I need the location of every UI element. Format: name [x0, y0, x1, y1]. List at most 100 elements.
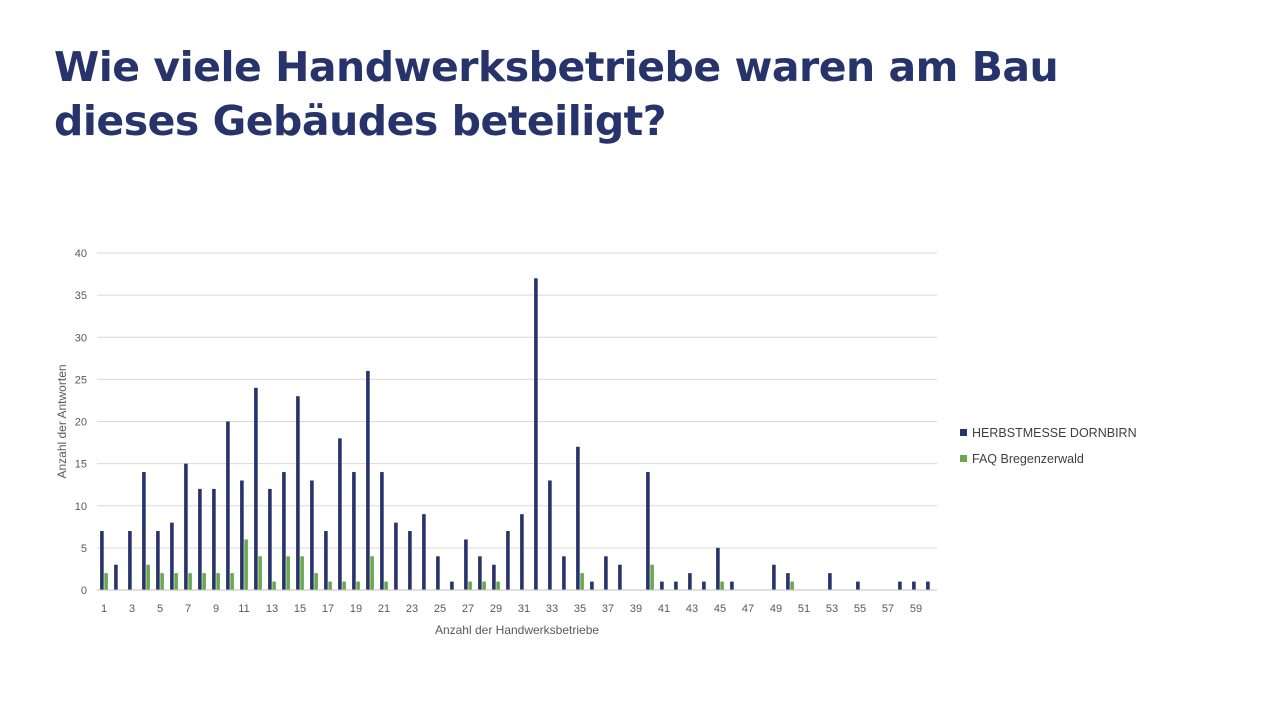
bar-herbstmesse	[114, 564, 118, 590]
bar-herbstmesse	[926, 581, 930, 590]
bar-herbstmesse	[128, 531, 132, 590]
bar-herbstmesse	[198, 488, 202, 590]
slide-title: Wie viele Handwerksbetriebe waren am Bau…	[54, 43, 1059, 145]
bar-herbstmesse	[156, 531, 160, 590]
x-tick-label: 19	[350, 603, 362, 615]
bar-herbstmesse	[828, 573, 832, 590]
bar-herbstmesse	[408, 531, 412, 590]
bar-herbstmesse	[660, 581, 664, 590]
bar-herbstmesse	[212, 488, 216, 590]
x-tick-label: 17	[322, 603, 334, 615]
legend-swatch	[960, 455, 967, 462]
bar-faq	[272, 581, 276, 590]
bar-faq	[258, 556, 262, 590]
bar-herbstmesse	[618, 564, 622, 590]
bar-faq	[160, 573, 164, 590]
bar-herbstmesse	[702, 581, 706, 590]
bar-herbstmesse	[324, 531, 328, 590]
bar-faq	[286, 556, 290, 590]
bar-herbstmesse	[492, 564, 496, 590]
x-tick-label: 45	[714, 603, 726, 615]
bar-herbstmesse	[730, 581, 734, 590]
bar-herbstmesse	[380, 472, 384, 590]
bar-faq	[314, 573, 318, 590]
bar-herbstmesse	[240, 480, 244, 590]
bar-faq	[342, 581, 346, 590]
bar-herbstmesse	[506, 531, 510, 590]
bar-herbstmesse	[772, 564, 776, 590]
x-tick-label: 29	[490, 603, 502, 615]
bar-herbstmesse	[576, 446, 580, 590]
bar-herbstmesse	[310, 480, 314, 590]
bar-herbstmesse	[338, 438, 342, 590]
bar-herbstmesse	[520, 514, 524, 590]
bar-herbstmesse	[786, 573, 790, 590]
y-tick-label: 40	[75, 248, 87, 260]
bar-faq	[356, 581, 360, 590]
x-tick-label: 3	[129, 603, 135, 615]
bar-herbstmesse	[366, 370, 370, 590]
x-tick-label: 51	[798, 603, 810, 615]
bar-herbstmesse	[590, 581, 594, 590]
x-tick-label: 11	[238, 603, 249, 615]
bar-faq	[328, 581, 332, 590]
bar-herbstmesse	[856, 581, 860, 590]
x-tick-label: 53	[826, 603, 838, 615]
x-tick-label: 21	[378, 603, 390, 615]
bar-faq	[174, 573, 178, 590]
bar-herbstmesse	[548, 480, 552, 590]
bar-faq	[384, 581, 388, 590]
y-tick-label: 0	[81, 585, 87, 597]
bar-herbstmesse	[282, 472, 286, 590]
bar-herbstmesse	[422, 514, 426, 590]
legend: HERBSTMESSE DORNBIRN FAQ Bregenzerwald	[960, 426, 1137, 466]
x-tick-label: 13	[266, 603, 278, 615]
bar-faq	[468, 581, 472, 590]
bar-herbstmesse	[254, 387, 258, 590]
x-tick-label: 23	[406, 603, 418, 615]
bar-herbstmesse	[296, 396, 300, 590]
x-axis-title: Anzahl der Handwerksbetriebe	[435, 623, 599, 637]
bar-herbstmesse	[716, 547, 720, 590]
bar-herbstmesse	[100, 531, 104, 590]
bar-herbstmesse	[674, 581, 678, 590]
y-tick-label: 15	[75, 459, 87, 471]
bar-faq	[104, 573, 108, 590]
bar-herbstmesse	[394, 522, 398, 590]
x-tick-label: 31	[518, 603, 530, 615]
bar-herbstmesse	[184, 463, 188, 590]
bar-herbstmesse	[912, 581, 916, 590]
y-tick-label: 35	[75, 290, 87, 302]
legend-label: HERBSTMESSE DORNBIRN	[972, 426, 1137, 440]
bar-faq	[202, 573, 206, 590]
bar-faq	[580, 573, 584, 590]
bar-herbstmesse	[170, 522, 174, 590]
bar-herbstmesse	[142, 472, 146, 590]
x-tick-label: 47	[742, 603, 754, 615]
x-tick-label: 49	[770, 603, 782, 615]
x-tick-label: 59	[910, 603, 922, 615]
bars	[100, 278, 930, 590]
y-tick-label: 25	[75, 374, 87, 386]
bar-faq	[230, 573, 234, 590]
bar-faq	[300, 556, 304, 590]
x-tick-label: 15	[294, 603, 306, 615]
bar-herbstmesse	[604, 556, 608, 590]
x-tick-label: 39	[630, 603, 642, 615]
bar-faq	[146, 564, 150, 590]
bar-herbstmesse	[562, 556, 566, 590]
bar-herbstmesse	[464, 539, 468, 590]
legend-swatch	[960, 429, 967, 436]
bar-faq	[720, 581, 724, 590]
bar-herbstmesse	[450, 581, 454, 590]
x-tick-label: 27	[462, 603, 474, 615]
bar-herbstmesse	[646, 472, 650, 590]
y-tick-label: 5	[81, 543, 87, 555]
legend-label: FAQ Bregenzerwald	[972, 452, 1084, 466]
x-tick-label: 43	[686, 603, 698, 615]
bar-herbstmesse	[436, 556, 440, 590]
bar-herbstmesse	[688, 573, 692, 590]
x-tick-label: 35	[574, 603, 586, 615]
